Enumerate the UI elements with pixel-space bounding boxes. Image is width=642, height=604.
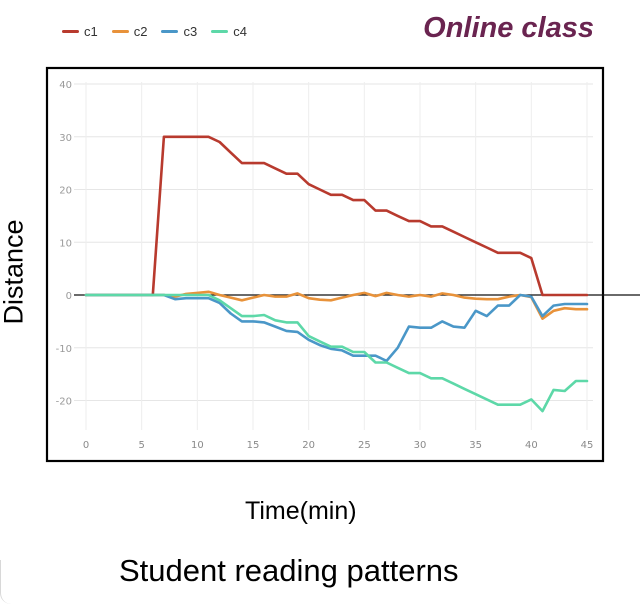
legend-item-c1[interactable]: c1: [62, 24, 98, 39]
y-tick-label: -10: [56, 344, 72, 355]
legend: c1 c2 c3 c4: [62, 21, 247, 41]
plot-frame: [45, 66, 605, 463]
x-tick-label: 30: [414, 440, 427, 451]
y-tick-label: 30: [59, 133, 72, 144]
x-tick-label: 10: [191, 440, 204, 451]
y-tick-label: 10: [59, 238, 72, 249]
frame-edge: [0, 560, 11, 604]
y-tick-label: 20: [59, 186, 72, 197]
x-tick-label: 20: [302, 440, 315, 451]
x-tick-label: 35: [469, 440, 482, 451]
series-line-c3: [84, 293, 589, 363]
x-tick-label: 15: [247, 440, 260, 451]
legend-swatch: [62, 29, 79, 33]
legend-swatch: [211, 29, 229, 33]
x-tick-label: 40: [525, 440, 538, 451]
x-axis-label: Time(min): [245, 497, 357, 525]
legend-label: c3: [183, 23, 198, 39]
legend-label: c4: [233, 23, 247, 39]
y-tick-label: -20: [56, 397, 72, 408]
x-tick-label: 45: [581, 440, 594, 451]
legend-swatch: [161, 29, 179, 33]
series-line-c4: [84, 293, 589, 413]
legend-label: c2: [133, 23, 148, 39]
y-tick-label: 0: [66, 291, 72, 302]
x-tick-label: 0: [83, 440, 89, 451]
series-line-c1: [84, 135, 589, 297]
x-tick-label: 25: [358, 440, 371, 451]
y-tick-label: 40: [59, 80, 72, 91]
legend-item-c2[interactable]: c2: [111, 23, 148, 39]
series-line-c2: [84, 290, 589, 321]
y-axis-label: Distance: [0, 219, 29, 325]
legend-item-c3[interactable]: c3: [161, 24, 197, 39]
legend-label: c1: [84, 23, 98, 39]
legend-swatch: [111, 29, 129, 33]
chart-caption: Student reading patterns: [119, 553, 459, 588]
legend-item-c4[interactable]: c4: [211, 24, 247, 39]
page-title: Online class: [423, 12, 594, 44]
x-tick-label: 5: [138, 440, 144, 451]
